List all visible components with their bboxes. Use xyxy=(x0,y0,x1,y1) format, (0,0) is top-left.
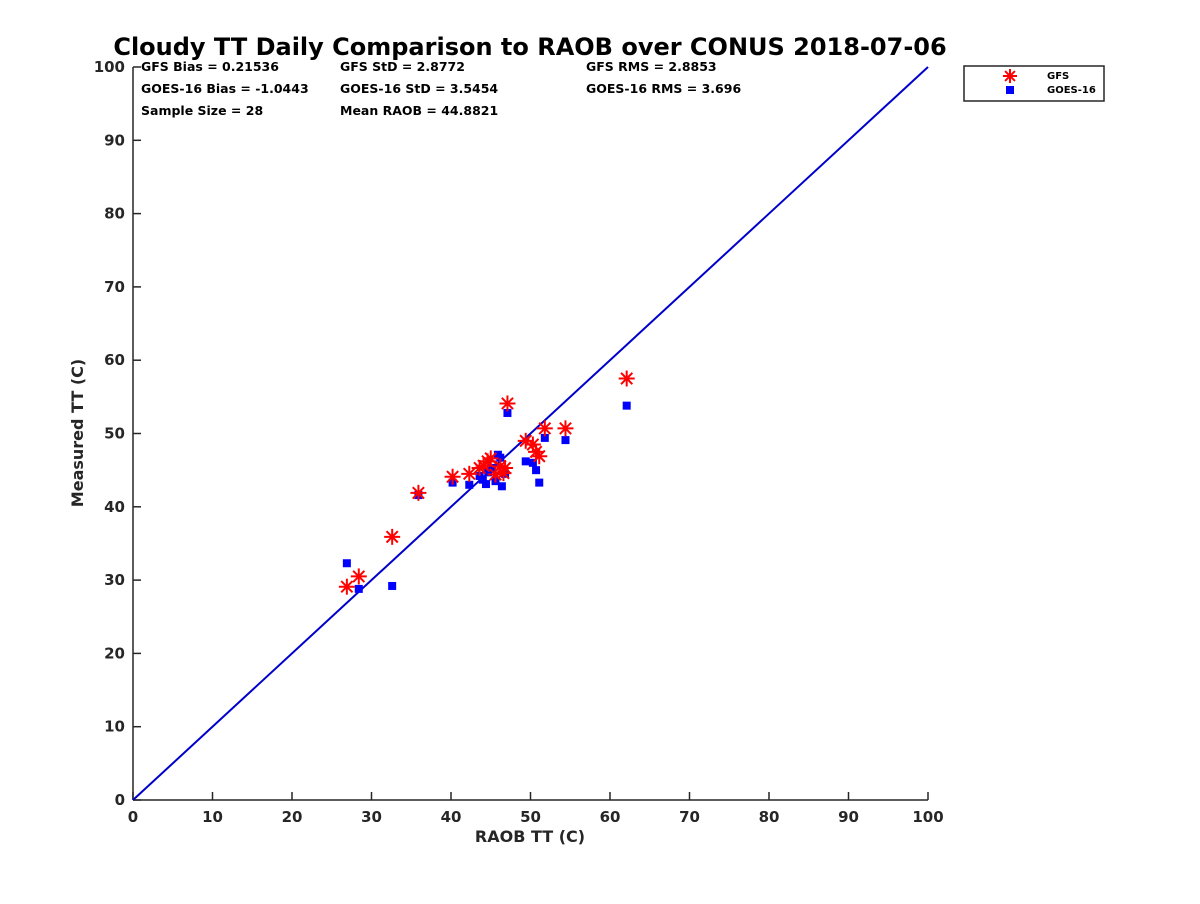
goes16-point xyxy=(540,433,549,442)
x-tick-label: 80 xyxy=(759,808,780,826)
x-tick-label: 100 xyxy=(912,808,943,826)
x-tick-label: 60 xyxy=(600,808,621,826)
y-tick-label: 70 xyxy=(104,278,125,296)
goes16-point xyxy=(342,559,351,568)
y-tick-label: 40 xyxy=(104,498,125,516)
x-tick-label: 90 xyxy=(838,808,859,826)
y-tick-label: 10 xyxy=(104,718,125,736)
legend-goes16-label: GOES-16 xyxy=(1047,85,1096,96)
legend: GFS GOES-16 xyxy=(963,65,1105,102)
goes16-point xyxy=(521,457,530,466)
y-tick-label: 30 xyxy=(104,571,125,589)
gfs-point xyxy=(384,528,401,545)
y-tick-label: 20 xyxy=(104,644,125,662)
goes16-point xyxy=(481,480,490,489)
stat-annotation: GOES-16 StD = 3.5454 xyxy=(340,81,498,96)
goes16-point xyxy=(484,468,493,477)
x-axis-label: RAOB TT (C) xyxy=(475,827,585,846)
x-tick-label: 20 xyxy=(282,808,303,826)
legend-gfs-marker xyxy=(1003,69,1017,83)
one-to-one-line xyxy=(132,66,929,801)
gfs-point xyxy=(350,568,367,585)
y-tick-label: 60 xyxy=(104,351,125,369)
stat-annotation: Sample Size = 28 xyxy=(141,103,263,118)
chart-title: Cloudy TT Daily Comparison to RAOB over … xyxy=(113,33,946,61)
goes16-point xyxy=(488,463,497,472)
y-axis-label: Measured TT (C) xyxy=(68,359,87,507)
gfs-point xyxy=(499,395,516,412)
x-tick-label: 30 xyxy=(361,808,382,826)
y-tick-label: 50 xyxy=(104,425,125,443)
y-tick-label: 80 xyxy=(104,205,125,223)
gfs-point xyxy=(557,420,574,437)
goes16-point xyxy=(561,436,570,445)
gfs-point xyxy=(497,459,514,476)
plot-area: 0 10 20 30 40 50 60 70 80 90 100 0 10 20 30 40 50 60 70 80 9… xyxy=(94,58,944,826)
goes16-point xyxy=(465,480,474,489)
gfs-point xyxy=(536,420,553,437)
x-tick-label: 40 xyxy=(441,808,462,826)
x-tick-label: 10 xyxy=(202,808,223,826)
y-tick-label: 100 xyxy=(94,58,125,76)
gfs-point xyxy=(410,484,427,501)
stat-annotation: GOES-16 RMS = 3.696 xyxy=(586,81,741,96)
stat-annotation: GFS StD = 2.8772 xyxy=(340,59,465,74)
goes16-point xyxy=(535,478,544,487)
stats-annotations: GFS Bias = 0.21536 GFS StD = 2.8772 GFS RM… xyxy=(141,59,741,118)
stat-annotation: GFS RMS = 2.8853 xyxy=(586,59,717,74)
gfs-point xyxy=(444,468,461,485)
gfs-point xyxy=(618,370,635,387)
stat-annotation: GFS Bias = 0.21536 xyxy=(141,59,279,74)
gfs-point xyxy=(338,578,355,595)
goes16-point xyxy=(532,466,541,475)
goes16-point xyxy=(622,401,631,410)
goes16-point xyxy=(388,581,397,590)
stat-annotation: GOES-16 Bias = -1.0443 xyxy=(141,81,309,96)
goes16-point xyxy=(528,458,537,467)
x-tick-label: 50 xyxy=(520,808,541,826)
goes16-point xyxy=(478,475,487,484)
legend-gfs-label: GFS xyxy=(1047,71,1069,82)
goes16-point xyxy=(354,584,363,593)
gfs-point xyxy=(482,450,499,467)
goes16-point xyxy=(503,408,512,417)
x-tick-label: 0 xyxy=(128,808,138,826)
y-tick-label: 0 xyxy=(115,791,125,809)
legend-goes16-marker xyxy=(1006,86,1014,94)
legend-box xyxy=(963,65,1105,102)
gfs-point xyxy=(531,448,548,465)
stat-annotation: Mean RAOB = 44.8821 xyxy=(340,103,498,118)
goes16-point xyxy=(496,453,505,462)
x-tick-label: 70 xyxy=(679,808,700,826)
y-tick-label: 90 xyxy=(104,131,125,149)
goes16-point xyxy=(497,482,506,491)
